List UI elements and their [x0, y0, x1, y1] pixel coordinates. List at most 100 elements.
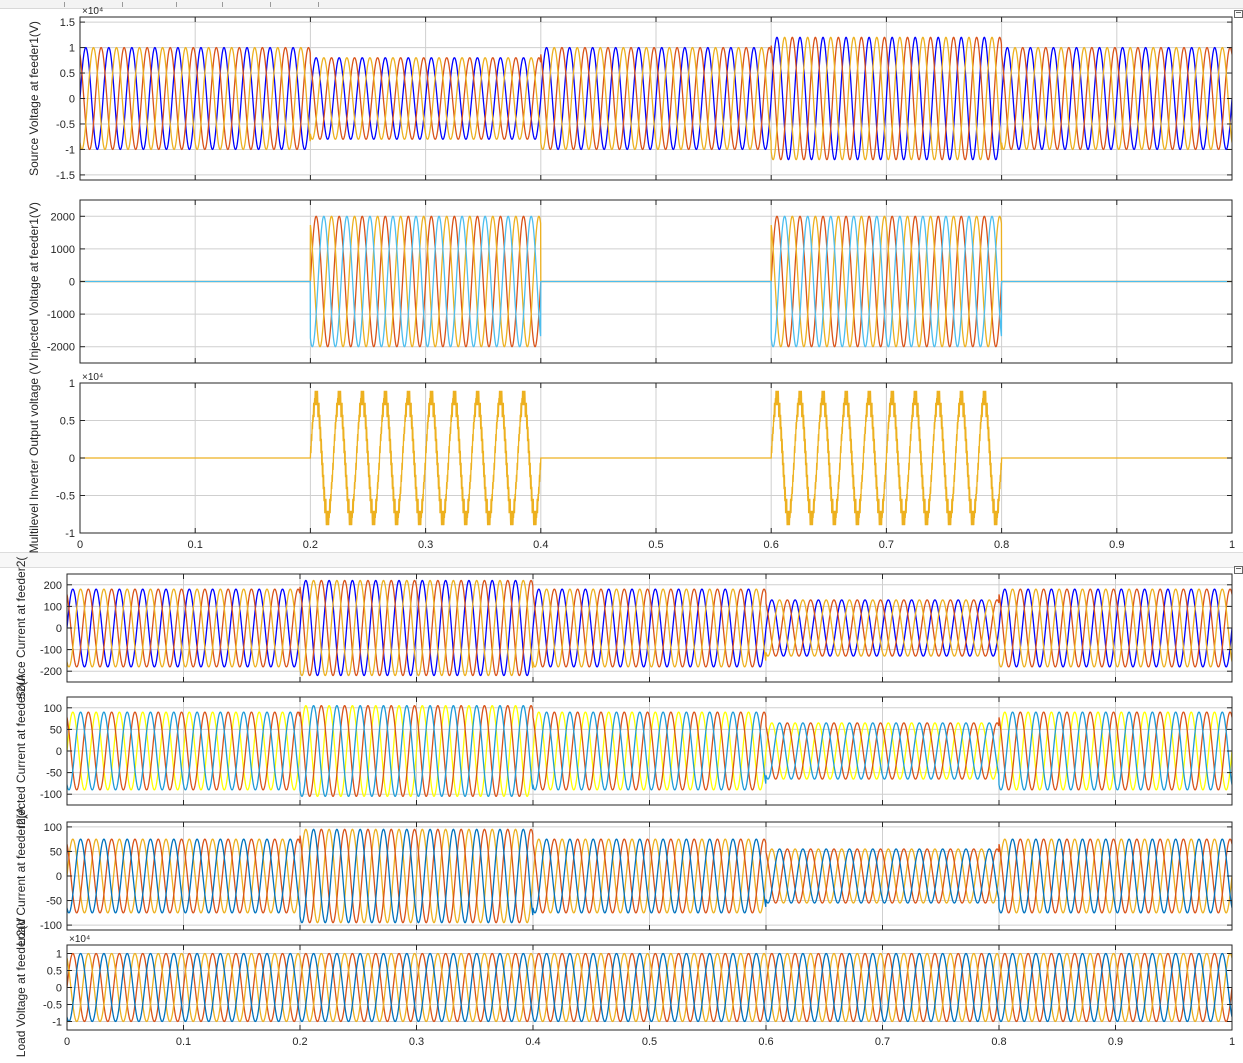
y-axis-label: Injected Current at feeder2(A [14, 674, 28, 829]
y-axis-label: Injected Voltage at feeder1(V) [27, 202, 41, 361]
x-tick-label: 0.5 [642, 1036, 657, 1048]
toolbar-separator [122, 2, 123, 7]
y-tick-label: 1 [56, 949, 62, 961]
toolbar-separator [176, 2, 177, 7]
y-tick-label: 0.5 [60, 416, 75, 428]
y-tick-label: 0 [56, 746, 62, 758]
y-tick-label: -100 [40, 920, 62, 932]
y-tick-label: 2000 [51, 211, 75, 223]
y-axis-label: Source Voltage at feeder1(V) [27, 21, 41, 176]
y-tick-label: 1000 [51, 244, 75, 256]
y-tick-label: -1 [65, 144, 75, 156]
y-tick-label: -100 [40, 645, 62, 657]
y-tick-label: -0.5 [56, 491, 75, 503]
x-tick-label: 0.5 [648, 539, 663, 551]
x-tick-label: 0.9 [1109, 539, 1124, 551]
x-tick-label: 0.3 [409, 1036, 424, 1048]
y-axis-label: Load Current at feeder2(A [14, 806, 28, 945]
x-tick-label: 0.1 [188, 539, 203, 551]
toolbar-separator [64, 2, 65, 7]
x-tick-label: 0.4 [525, 1036, 540, 1048]
x-tick-label: 0.8 [991, 1036, 1006, 1048]
toolbar-separator [270, 2, 271, 7]
series-line-2 [67, 579, 1232, 677]
y-tick-label: 1.5 [60, 17, 75, 29]
series-line-2 [67, 952, 1232, 1023]
exponent-label: ×10⁴ [82, 372, 103, 383]
chart-panel-6: -100 -50 0 50 100 Load Current at feeder2(A [14, 806, 1233, 946]
y-tick-label: -200 [40, 666, 62, 678]
chart-panel-7: -1 -0.5 0 0.5 1 0 0.1 0.2 0.3 0.4 0.5 0.6 0.7 0.8 0.9 1… [14, 918, 1235, 1057]
figure-toolbar [0, 0, 1243, 9]
x-tick-label: 0.4 [533, 539, 548, 551]
series-line-1 [67, 704, 1232, 798]
y-tick-label: -0.5 [43, 1000, 62, 1012]
y-tick-label: -1 [65, 528, 75, 540]
y-tick-label: 0 [69, 277, 75, 289]
series-line-1 [80, 36, 1232, 161]
y-axis-label: Load Voltage at feeder2(V [14, 918, 28, 1057]
chart-panel-4: -200 -100 0 100 200 Source Current at feeder2… [14, 557, 1233, 700]
exponent-label: ×10⁴ [82, 6, 103, 17]
x-tick-label: 0.8 [994, 539, 1009, 551]
scope-divider [0, 552, 1243, 568]
series-line-3 [67, 952, 1232, 1023]
series-line-2 [67, 828, 1232, 924]
y-tick-label: 0 [56, 623, 62, 635]
toolbar-separator [222, 2, 223, 7]
y-tick-label: -1000 [47, 309, 75, 321]
x-tick-label: 0.1 [176, 1036, 191, 1048]
toolbar-separator [318, 2, 319, 7]
series-line-3 [67, 828, 1232, 924]
chart-panel-2: -2000 -1000 0 1000 2000 Injected Voltage at f… [27, 199, 1233, 364]
x-tick-label: 0.6 [764, 539, 779, 551]
exponent-label: ×10⁴ [69, 934, 90, 945]
y-tick-label: 0 [69, 94, 75, 106]
x-tick-label: 0 [77, 539, 83, 551]
y-tick-label: -1.5 [56, 170, 75, 182]
x-tick-label: 0.7 [875, 1036, 890, 1048]
series-line-3 [67, 579, 1232, 677]
y-tick-label: 100 [44, 601, 62, 613]
y-tick-label: -50 [46, 768, 62, 780]
y-tick-label: -0.5 [56, 119, 75, 131]
chart-panel-3: -1 -0.5 0 0.5 1 0 0.1 0.2 0.3 0.4 0.5 0.6 0.7 0.8 0.9 1… [27, 363, 1235, 554]
x-tick-label: 0.2 [292, 1036, 307, 1048]
series-line-3 [80, 215, 1232, 348]
y-tick-label: 0 [56, 983, 62, 995]
y-tick-label: 1 [69, 378, 75, 390]
chart-panel-1: -1.5 -1 -0.5 0 0.5 1 1.5 ×10⁴ Source Voltage at … [27, 6, 1233, 182]
y-axis-label: Multilevel Inverter Output voltage (V [27, 363, 41, 554]
y-tick-label: 50 [50, 846, 62, 858]
chart-panel-5: -100 -50 0 50 100 Injected Current at feeder2… [14, 674, 1233, 829]
x-tick-label: 0.3 [418, 539, 433, 551]
y-tick-label: 0 [56, 871, 62, 883]
x-tick-label: 0.6 [758, 1036, 773, 1048]
series-line-3 [80, 36, 1232, 161]
x-tick-label: 1 [1229, 1036, 1235, 1048]
series-line-1 [67, 579, 1232, 677]
y-tick-label: 50 [50, 724, 62, 736]
y-tick-label: 100 [44, 703, 62, 715]
y-tick-label: 1 [69, 43, 75, 55]
y-tick-label: 200 [44, 580, 62, 592]
y-tick-label: -50 [46, 896, 62, 908]
y-tick-label: 0 [69, 453, 75, 465]
y-tick-label: 0.5 [60, 68, 75, 80]
x-tick-label: 0.7 [879, 539, 894, 551]
series-line-1 [67, 828, 1232, 924]
series-line-2 [67, 704, 1232, 798]
y-tick-label: 100 [44, 822, 62, 834]
x-tick-label: 1 [1229, 539, 1235, 551]
y-tick-label: -100 [40, 789, 62, 801]
series-line-1 [80, 390, 1232, 526]
y-axis-label: Source Current at feeder2( [14, 557, 28, 700]
series-line-1 [67, 952, 1232, 1023]
x-tick-label: 0 [64, 1036, 70, 1048]
series-line-2 [80, 36, 1232, 161]
x-tick-label: 0.2 [303, 539, 318, 551]
y-tick-label: -2000 [47, 342, 75, 354]
y-tick-label: -1 [52, 1017, 62, 1029]
